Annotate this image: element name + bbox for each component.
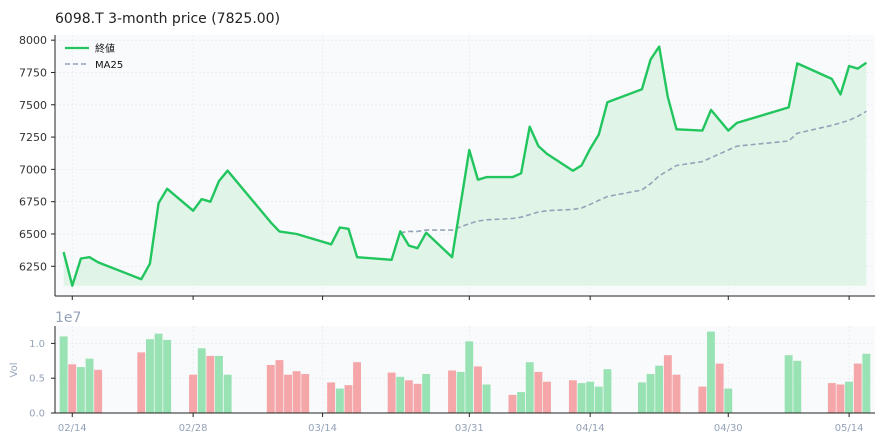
volume-bar	[793, 360, 802, 413]
volume-bar	[327, 382, 336, 413]
volume-bar	[586, 381, 595, 413]
volume-bar	[482, 384, 491, 413]
volume-bar	[275, 360, 284, 413]
volume-bar	[266, 365, 275, 413]
volume-y-tick-label: 0.0	[29, 409, 45, 420]
volume-bar	[603, 369, 612, 413]
volume-bar	[301, 374, 310, 413]
volume-bar	[845, 381, 853, 413]
volume-bar	[517, 392, 525, 413]
x-tick-label: 04/14	[576, 423, 605, 434]
volume-bar	[715, 363, 724, 413]
volume-bar	[663, 355, 672, 413]
legend-price-label: 終値	[95, 42, 115, 55]
volume-bar	[448, 370, 456, 413]
volume-bar	[137, 352, 146, 413]
volume-bar	[353, 362, 361, 413]
legend-ma25-label: MA25	[95, 60, 123, 71]
volume-bar	[508, 394, 517, 413]
price-line	[62, 45, 868, 287]
volume-bar	[655, 365, 664, 413]
volume-offset-text: 1e7	[55, 310, 81, 326]
volume-x-axis: 02/14 02/28 03/14 03/31 04/14 04/30 05/14	[58, 413, 864, 434]
volume-bar	[335, 388, 344, 413]
volume-bar	[672, 374, 681, 413]
volume-y-tick-label: 1.0	[29, 339, 45, 350]
volume-bar	[853, 363, 862, 413]
x-tick-label: 04/30	[714, 423, 743, 434]
volume-bar	[197, 348, 206, 413]
volume-panel: 0.0 0.5 1.0 02/14 02/28 03/14 03/31 04/14 04/30…	[9, 310, 875, 434]
volume-bar	[154, 333, 163, 413]
volume-bar	[724, 388, 733, 413]
volume-bar	[862, 353, 871, 413]
volume-bar	[68, 364, 77, 413]
price-y-tick-label: 7500	[19, 99, 47, 112]
x-tick-label: 02/28	[179, 423, 208, 434]
volume-bar	[422, 374, 431, 413]
volume-bar	[543, 381, 551, 413]
volume-bar	[594, 386, 603, 413]
x-tick-label: 03/14	[308, 423, 337, 434]
volume-bar	[534, 371, 543, 413]
x-tick-label: 03/31	[455, 423, 484, 434]
price-y-axis: 6250 6500 6750 7000 7250 7500 7750 8000	[19, 34, 55, 273]
volume-bar	[836, 384, 845, 413]
volume-y-label: Vol	[9, 363, 20, 378]
volume-bar	[698, 386, 707, 413]
ma25-line	[400, 110, 867, 234]
volume-y-tick-label: 0.5	[29, 374, 45, 385]
volume-bar	[344, 385, 353, 413]
volume-bar	[206, 355, 215, 413]
price-y-tick-label: 6250	[19, 260, 47, 273]
price-y-tick-label: 6750	[19, 196, 47, 209]
volume-bar	[94, 369, 103, 413]
volume-bar	[827, 383, 836, 413]
price-y-tick-label: 6500	[19, 228, 47, 241]
volume-bar	[465, 341, 474, 413]
volume-bars	[59, 331, 871, 413]
volume-bar	[284, 374, 292, 413]
chart-title: 6098.T 3-month price (7825.00)	[55, 11, 280, 27]
volume-bar	[163, 339, 172, 413]
volume-bar	[223, 374, 232, 413]
volume-bar	[215, 355, 223, 413]
volume-bar	[404, 380, 413, 413]
price-y-tick-label: 8000	[19, 34, 47, 47]
price-y-tick-label: 7250	[19, 131, 47, 144]
x-tick-label: 05/14	[835, 423, 864, 434]
volume-bar	[646, 374, 655, 413]
volume-bar	[76, 367, 85, 413]
volume-bar	[784, 355, 793, 413]
price-x-axis	[71, 296, 850, 300]
volume-bar	[568, 380, 577, 413]
volume-y-axis: 0.0 0.5 1.0	[29, 339, 55, 420]
volume-bar	[146, 339, 154, 413]
volume-bar	[456, 371, 465, 413]
volume-bar	[189, 374, 197, 413]
volume-bar	[474, 366, 482, 413]
price-y-tick-label: 7750	[19, 66, 47, 79]
volume-panel-background	[55, 326, 875, 413]
volume-bar	[387, 372, 396, 413]
price-y-tick-label: 7000	[19, 163, 47, 176]
volume-bar	[707, 331, 715, 413]
price-panel: 6250 6500 6750 7000 7250 7500 7750 8000 終値 MA25	[19, 34, 875, 300]
volume-bar	[525, 362, 534, 413]
volume-bar	[292, 371, 301, 413]
volume-bar	[413, 383, 422, 413]
legend: 終値 MA25	[65, 42, 123, 71]
x-tick-label: 02/14	[58, 423, 87, 434]
volume-bar	[638, 382, 646, 413]
volume-bar	[396, 376, 405, 413]
volume-bar	[577, 383, 586, 413]
volume-bar	[59, 336, 68, 413]
volume-bar	[85, 358, 94, 413]
price-area-fill	[63, 46, 867, 286]
